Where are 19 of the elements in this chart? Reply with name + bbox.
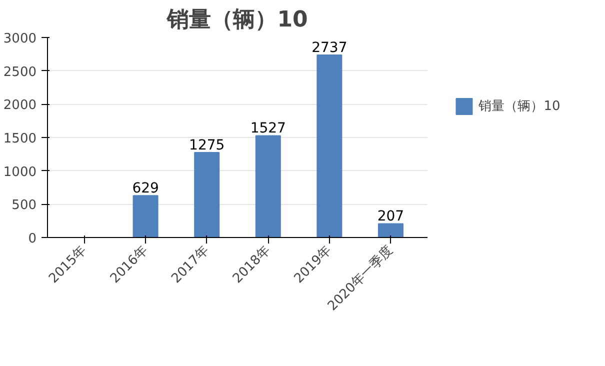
bar <box>378 223 404 238</box>
y-tick-label: 1000 <box>3 164 37 180</box>
bar <box>132 195 158 238</box>
data-label: 629 <box>132 180 159 197</box>
y-tick-label: 2500 <box>3 64 37 80</box>
legend-label: 销量（辆）10 <box>478 98 560 115</box>
data-label: 2737 <box>312 40 348 56</box>
data-label: 1275 <box>189 138 225 154</box>
bar <box>255 135 281 238</box>
bar <box>316 54 342 238</box>
data-label: 1527 <box>250 120 286 137</box>
y-tick-label: 2000 <box>3 98 37 114</box>
bar <box>194 152 220 238</box>
y-tick-label: 1500 <box>3 132 37 146</box>
chart-title: 销量（辆）10 <box>166 8 308 32</box>
y-tick-label: 3000 <box>3 32 37 46</box>
y-tick-label: 500 <box>12 198 37 214</box>
data-label: 207 <box>377 208 404 225</box>
y-tick-label: 0 <box>28 232 37 246</box>
